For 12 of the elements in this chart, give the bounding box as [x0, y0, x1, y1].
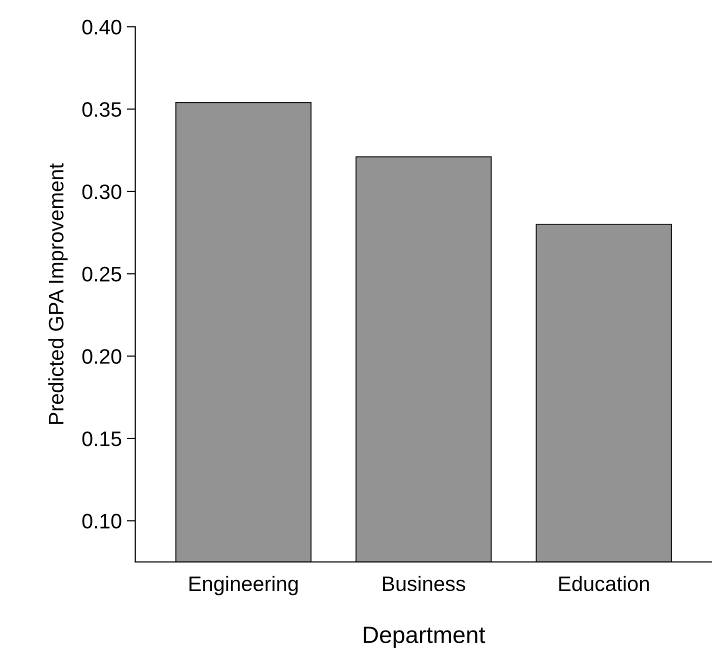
x-axis-title: Department: [364, 626, 486, 648]
x-tick-label: Engineering: [190, 576, 298, 596]
y-tick-label: 0.20: [82, 349, 122, 364]
y-tick-label: 0.30: [82, 184, 122, 200]
y-tick-label: 0.25: [82, 266, 122, 282]
y-tick-label: 0.15: [82, 431, 122, 446]
x-tick-label: Education: [559, 576, 649, 592]
y-tick-label: 0.40: [82, 20, 122, 35]
y-tick-label: 0.10: [82, 514, 122, 529]
y-axis-title: Predicted GPA Improvement: [48, 163, 68, 424]
y-tick-label: 0.35: [82, 102, 122, 117]
x-tick-label: Business: [383, 576, 466, 592]
